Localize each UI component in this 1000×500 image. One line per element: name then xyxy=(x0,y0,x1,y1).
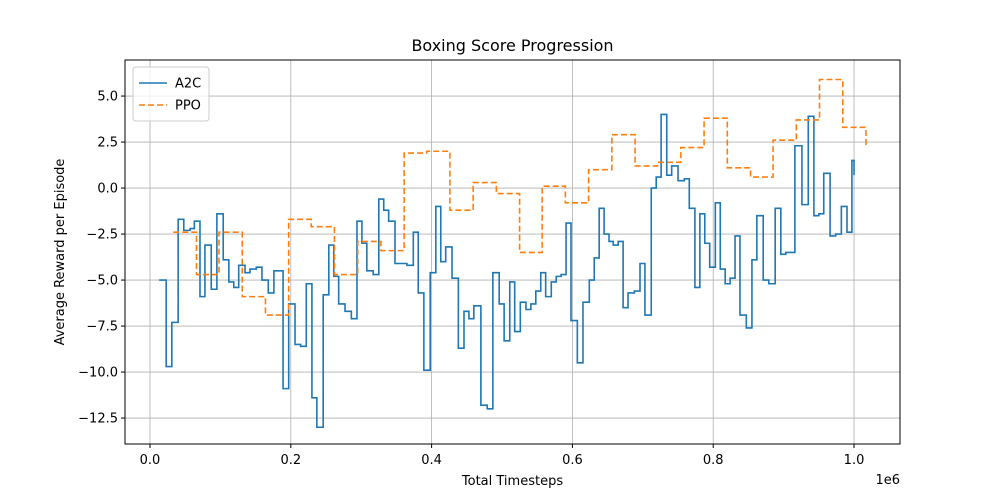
plot-frame xyxy=(124,59,901,445)
series-line xyxy=(173,78,867,316)
y-tick-label: −5.0 xyxy=(86,274,118,289)
y-tick-label: −7.5 xyxy=(86,320,118,335)
x-tick-label: 0.8 xyxy=(703,453,724,468)
y-tick-label: 0.0 xyxy=(97,182,118,197)
y-tick-label: 2.5 xyxy=(97,136,118,151)
x-axis-label: Total Timesteps xyxy=(461,474,563,489)
x-tick-label: 1.0 xyxy=(844,453,865,468)
legend-label: A2C xyxy=(175,77,201,92)
legend-box xyxy=(132,66,210,122)
x-tick-label: 0.2 xyxy=(280,453,301,468)
x-tick-label: 0.0 xyxy=(140,453,161,468)
y-axis-label: Average Reward per Episode xyxy=(53,159,68,346)
y-tick-label: 5.0 xyxy=(97,90,118,105)
legend-label: PPO xyxy=(175,99,201,114)
y-tick-label: −2.5 xyxy=(86,228,118,243)
y-tick-label: −12.5 xyxy=(78,412,118,427)
x-tick-label: 0.4 xyxy=(421,453,442,468)
y-tick-label: −10.0 xyxy=(78,366,118,381)
chart-title: Boxing Score Progression xyxy=(411,36,613,55)
series-line xyxy=(159,113,855,429)
x-offset-label: 1e6 xyxy=(875,473,900,488)
x-tick-label: 0.6 xyxy=(562,453,583,468)
